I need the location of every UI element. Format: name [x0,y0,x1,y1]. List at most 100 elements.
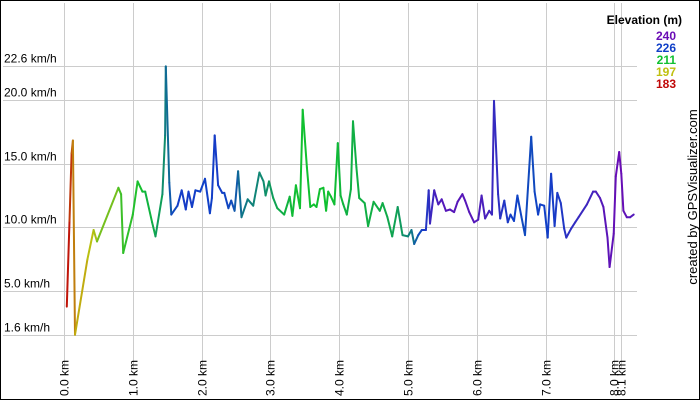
speed-line-segment [556,191,562,205]
speed-line-segment [363,202,370,228]
speed-line-segment [386,216,394,238]
speed-line-segment [237,170,243,219]
speed-line-segment [440,198,447,212]
x-tick-label: 3.0 km [264,360,278,396]
speed-line-segment [618,151,623,175]
speed-line-segment [429,189,436,225]
speed-line-segment [358,197,366,205]
speed-line-segment [176,189,183,207]
speed-line-segment [131,180,139,216]
x-tick-label: 8.0 km [608,360,622,396]
speed-line-segment [223,191,230,210]
x-tick-label: 8.1 km [615,360,629,396]
speed-line-segment [493,99,500,196]
legend-value: 240 [656,29,676,43]
speed-line-segment [291,184,297,217]
speed-line-segment [180,189,187,211]
speed-line-segment [602,206,609,239]
speed-line-segment [65,220,71,308]
y-tick-label: 1.6 km/h [4,321,50,335]
speed-line-segment [461,193,467,202]
speed-line-segment [333,142,339,206]
speed-line-segment [86,229,95,261]
speed-line-segment [491,99,495,216]
speed-line-segment [264,180,270,197]
y-tick-label: 20.0 km/h [4,86,57,100]
speed-line-segment [208,197,213,215]
speed-line-segment [513,194,519,222]
speed-line-segment [516,194,523,219]
speed-line-segment [599,197,605,208]
speed-line-segment [585,190,595,206]
speed-line-segment [217,184,224,194]
speed-line-segment [120,193,125,254]
speed-line-segment [546,172,553,239]
y-tick-label: 10.0 km/h [4,213,57,227]
speed-line-segment [612,175,617,235]
x-tick-label: 6.0 km [471,360,485,396]
y-tick-label: 15.0 km/h [4,150,57,164]
speed-line-segment [417,229,423,237]
x-axis-tick-labels: 0.0 km 1.0 km 2.0 km 3.0 km 4.0 km 5.0 km 6.0 … [58,360,629,396]
legend-title: Elevation (m) [607,13,682,27]
speed-line-segment [349,120,354,191]
speed-line-segment [305,166,312,208]
speed-line-segment [122,213,134,254]
legend-value: 197 [656,65,676,79]
credit-text: created by GPSVisualizer.com [685,109,700,284]
speed-line-segment [258,171,265,183]
speed-line-segment [559,202,566,230]
speed-line-segment [276,207,286,216]
speed-line-segment [524,135,533,237]
speed-line-segment [136,180,144,193]
y-axis-tick-labels: 1.6 km/h 5.0 km/h 10.0 km/h 15.0 km/h 20.0 k… [4,52,57,335]
speed-line-segment [456,193,464,203]
speed-line-segment [550,172,556,228]
speed-line-segment [413,234,420,245]
speed-series-line [65,65,635,336]
speed-line-segment [154,193,164,238]
speed-line-segment [117,186,123,196]
speed-line-segment [372,200,381,212]
speed-line-segment [367,200,375,228]
speed-line-segment [577,203,588,219]
speed-line-segment [570,221,577,230]
speed-line-segment [381,202,389,219]
speed-line-segment [396,206,404,237]
speed-line-segment [71,139,76,336]
speed-line-segment [468,211,476,224]
speed-line-segment [537,203,542,216]
speed-line-segment [410,229,416,245]
speed-line-segment [68,152,73,222]
x-tick-label: 0.0 km [58,360,72,396]
speed-line-segment [506,213,512,224]
speed-line-segment [608,232,615,268]
speed-line-segment [574,216,580,224]
speed-line-segment [246,198,255,207]
speed-line-segment [164,65,171,184]
speed-line-segment [144,190,154,224]
speed-line-segment [252,171,261,207]
speed-line-segment [464,199,471,214]
legend-value: 226 [656,41,676,55]
speed-line-segment [391,206,399,238]
speed-line-segment [499,199,506,220]
speed-line-segment [497,193,502,220]
speed-line-segment [161,134,167,196]
speed-line-segment [74,258,89,336]
speed-line-segment [484,209,491,220]
speed-line-segment [503,199,509,224]
speed-line-segment [184,190,190,211]
speed-line-segment [629,213,635,219]
speed-line-segment [622,209,628,219]
speed-line-segment [352,120,358,169]
speed-line-segment [283,195,291,216]
speed-line-segment [336,142,342,197]
speed-line-segment [170,204,179,216]
speed-line-segment [92,229,98,243]
x-tick-label: 4.0 km [333,360,347,396]
